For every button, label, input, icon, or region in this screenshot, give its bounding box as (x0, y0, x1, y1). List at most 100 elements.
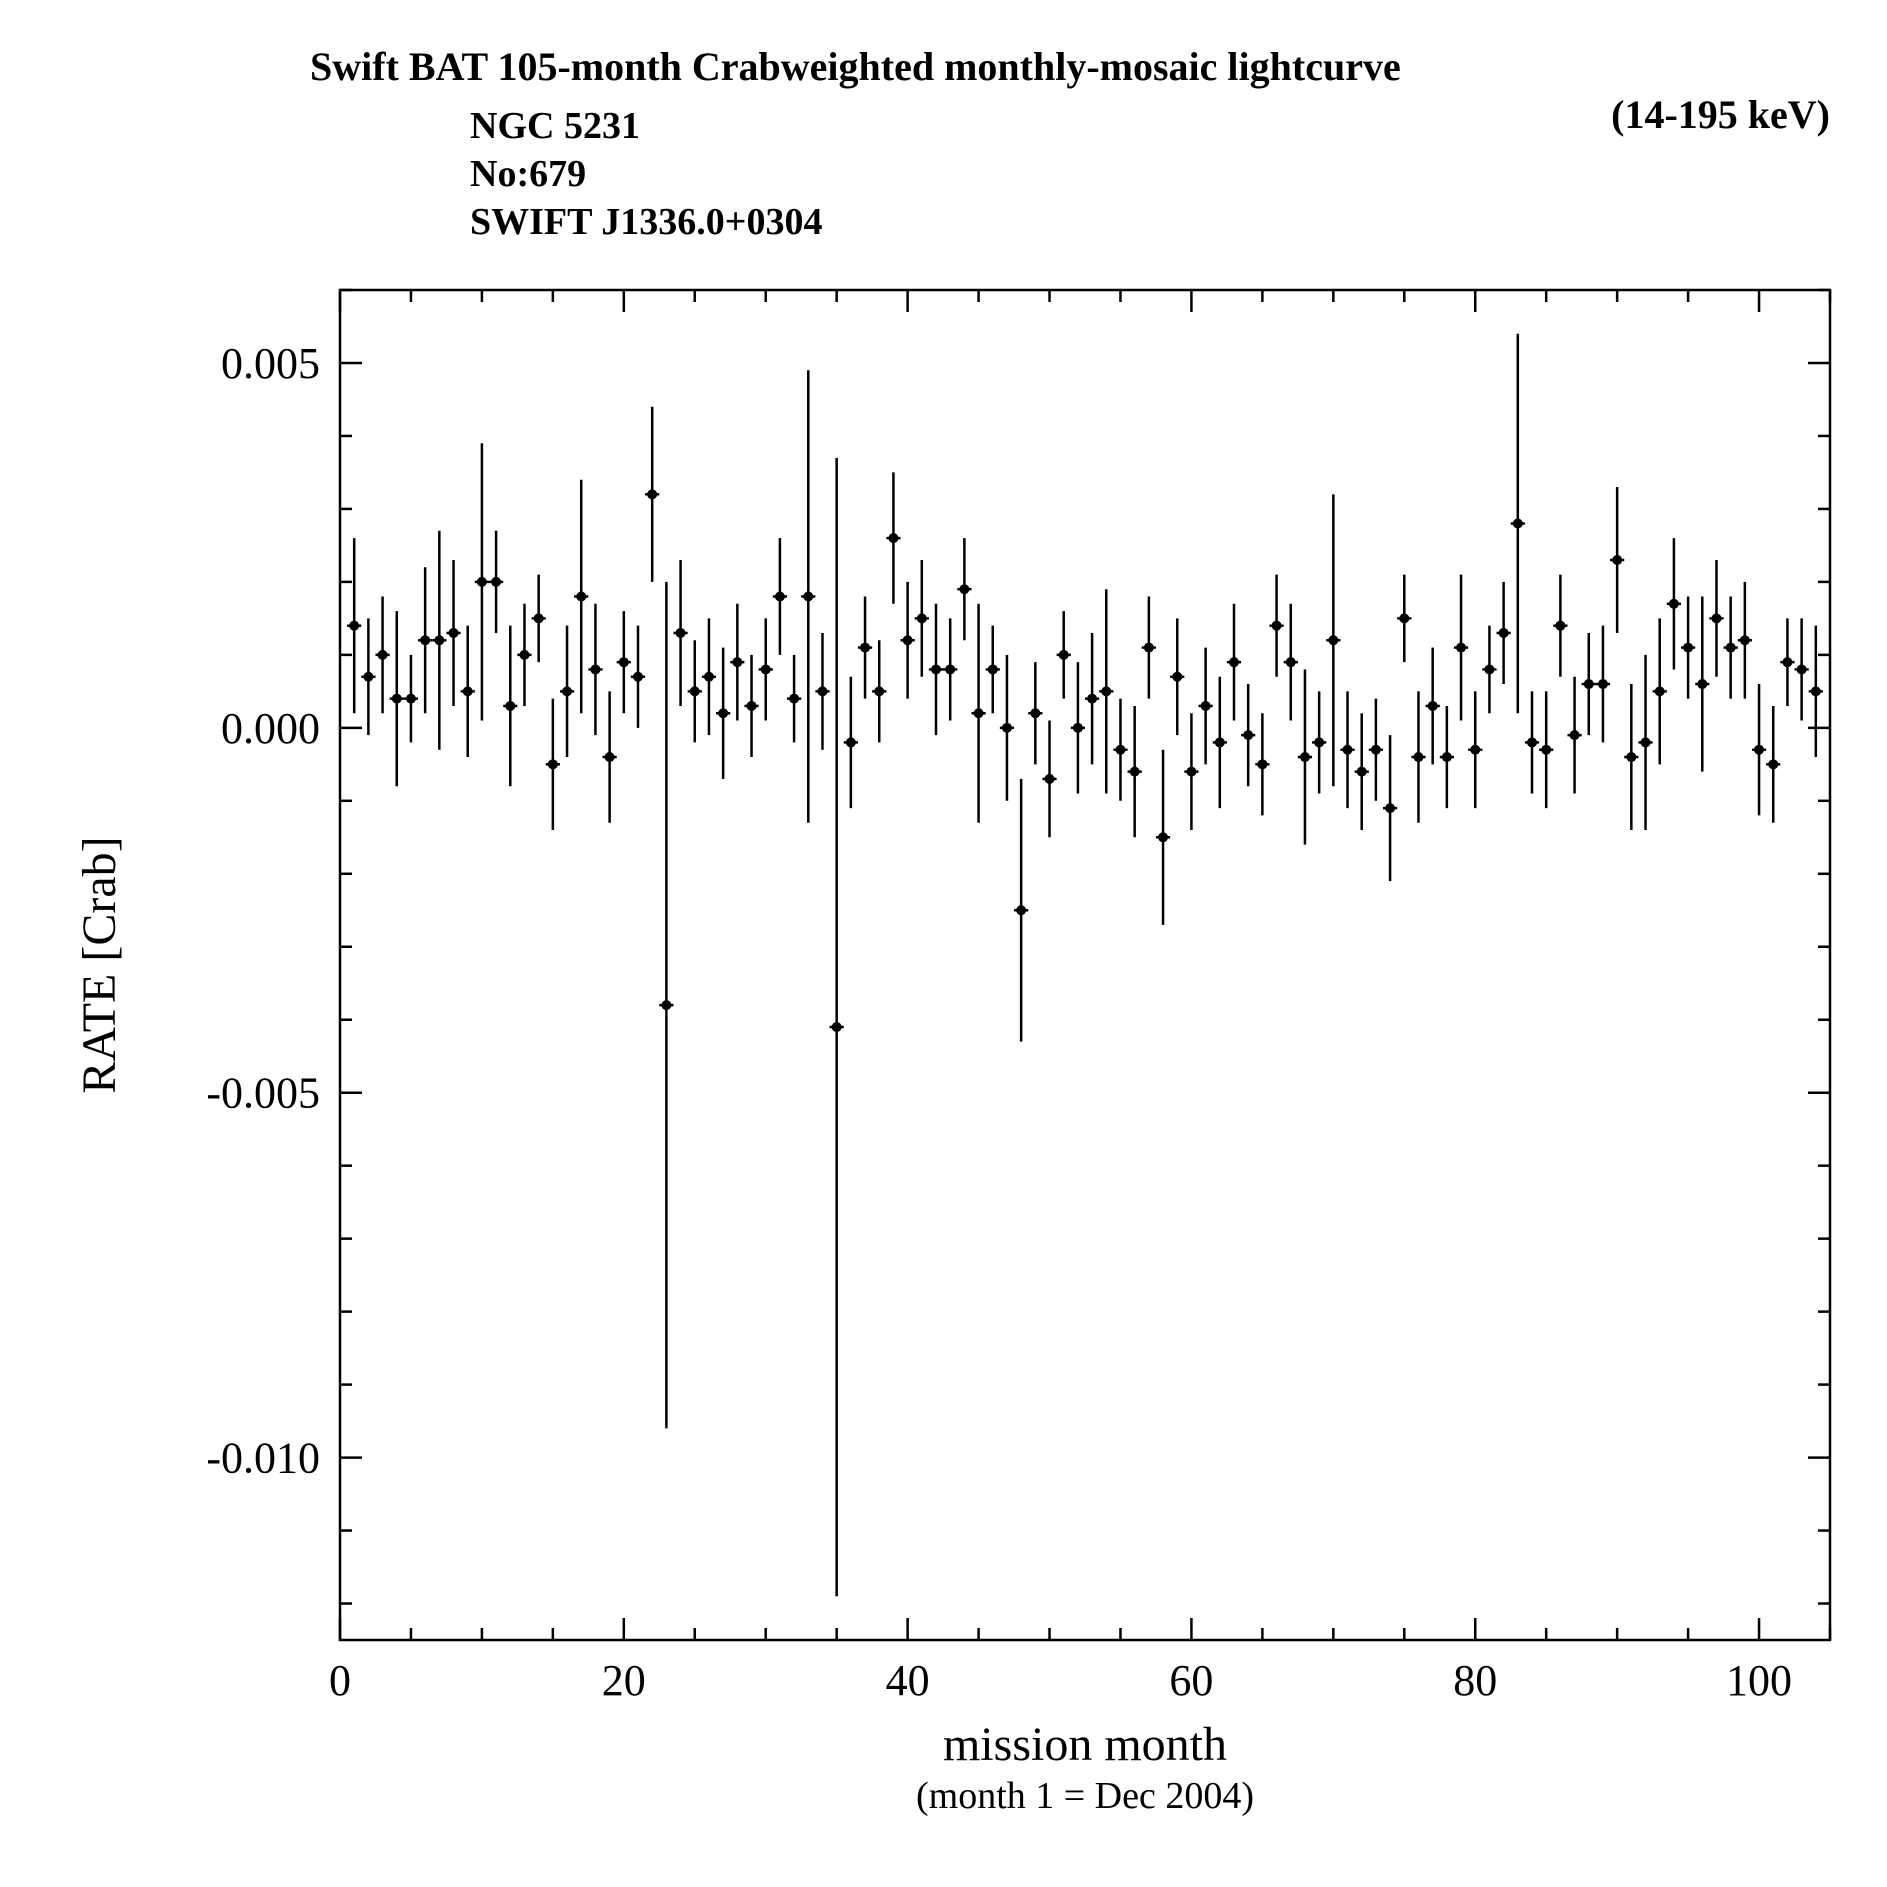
data-point (832, 1022, 842, 1032)
data-point (988, 664, 998, 674)
data-point (1130, 767, 1140, 777)
ytick-label: 0.005 (221, 339, 320, 388)
data-point (718, 708, 728, 718)
data-point (1399, 613, 1409, 623)
data-point (392, 694, 402, 704)
data-point (945, 664, 955, 674)
data-point (775, 591, 785, 601)
data-point (1655, 686, 1665, 696)
data-point (1172, 672, 1182, 682)
data-point (590, 664, 600, 674)
data-point (1484, 664, 1494, 674)
ytick-label: -0.010 (206, 1434, 320, 1483)
ytick-label: -0.005 (206, 1069, 320, 1118)
data-point (619, 657, 629, 667)
data-point (1201, 701, 1211, 711)
chart-title: Swift BAT 105-month Crabweighted monthly… (310, 44, 1401, 89)
data-point (477, 577, 487, 587)
data-point (846, 737, 856, 747)
data-point (548, 759, 558, 769)
data-point (1527, 737, 1537, 747)
data-point (974, 708, 984, 718)
data-point (1243, 730, 1253, 740)
data-point (1641, 737, 1651, 747)
data-point (1555, 621, 1565, 631)
data-point (917, 613, 927, 623)
xtick-label: 0 (329, 1656, 351, 1705)
data-point (562, 686, 572, 696)
data-point (1016, 905, 1026, 915)
data-point (860, 643, 870, 653)
chart-subtitle-energy: (14-195 keV) (1611, 92, 1830, 137)
data-point (1073, 723, 1083, 733)
data-point (576, 591, 586, 601)
data-point (1328, 635, 1338, 645)
x-axis-sublabel: (month 1 = Dec 2004) (916, 1775, 1254, 1817)
y-axis-label: RATE [Crab] (73, 836, 126, 1093)
data-point (1626, 752, 1636, 762)
data-point (1697, 679, 1707, 689)
xtick-label: 60 (1169, 1656, 1213, 1705)
data-point (406, 694, 416, 704)
data-point (874, 686, 884, 696)
data-point (1158, 832, 1168, 842)
data-point (633, 672, 643, 682)
data-point (1797, 664, 1807, 674)
data-point (817, 686, 827, 696)
data-point (1257, 759, 1267, 769)
data-point (1442, 752, 1452, 762)
data-point (434, 635, 444, 645)
data-point (1357, 767, 1367, 777)
data-point (903, 635, 913, 645)
xtick-label: 20 (602, 1656, 646, 1705)
data-point (363, 672, 373, 682)
data-point (463, 686, 473, 696)
xtick-label: 100 (1726, 1656, 1792, 1705)
data-point (1428, 701, 1438, 711)
data-point (1002, 723, 1012, 733)
data-point (605, 752, 615, 762)
data-point (1286, 657, 1296, 667)
xtick-label: 40 (886, 1656, 930, 1705)
data-point (1030, 708, 1040, 718)
data-point (1087, 694, 1097, 704)
data-point (1385, 803, 1395, 813)
data-point (1740, 635, 1750, 645)
data-point (1215, 737, 1225, 747)
data-point (1584, 679, 1594, 689)
data-point (747, 701, 757, 711)
data-point (1570, 730, 1580, 740)
data-point (1456, 643, 1466, 653)
data-point (1470, 745, 1480, 755)
data-point (1115, 745, 1125, 755)
data-series (347, 334, 1823, 1596)
data-point (1711, 613, 1721, 623)
data-point (888, 533, 898, 543)
data-point (676, 628, 686, 638)
data-point (1101, 686, 1111, 696)
data-point (661, 1000, 671, 1010)
data-point (1669, 599, 1679, 609)
data-point (1541, 745, 1551, 755)
data-point (761, 664, 771, 674)
data-point (959, 584, 969, 594)
data-point (505, 701, 515, 711)
data-point (519, 650, 529, 660)
data-point (1413, 752, 1423, 762)
data-point (1768, 759, 1778, 769)
data-point (647, 489, 657, 499)
data-point (1726, 643, 1736, 653)
chart-annotation-2: SWIFT J1336.0+0304 (470, 201, 822, 243)
data-point (491, 577, 501, 587)
data-point (1754, 745, 1764, 755)
data-point (1343, 745, 1353, 755)
data-point (803, 591, 813, 601)
data-point (1683, 643, 1693, 653)
data-point (690, 686, 700, 696)
data-point (1612, 555, 1622, 565)
data-point (449, 628, 459, 638)
data-point (1314, 737, 1324, 747)
data-point (1045, 774, 1055, 784)
data-point (534, 613, 544, 623)
xtick-label: 80 (1453, 1656, 1497, 1705)
